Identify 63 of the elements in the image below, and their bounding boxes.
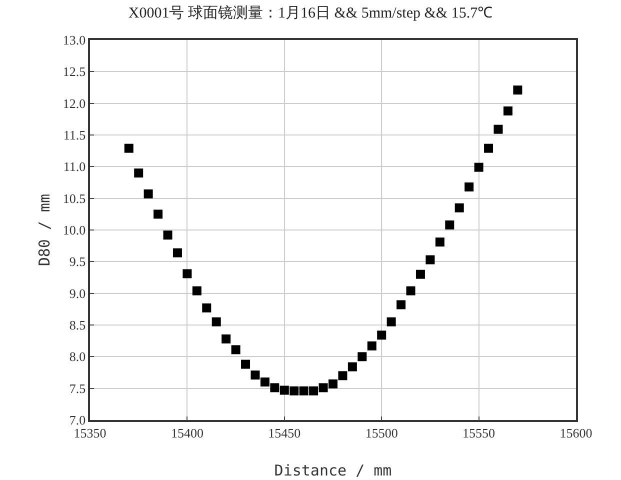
- y-tick-label: 7.5: [69, 380, 86, 396]
- y-tick-label: 9.0: [69, 286, 86, 301]
- x-tick-label: 15450: [268, 425, 301, 440]
- chart-title: X0001号 球面镜测量：1月16日 && 5mm/step && 15.7℃: [128, 4, 493, 22]
- y-tick-label: 11.0: [63, 159, 86, 174]
- y-tick-label: 10.5: [62, 190, 86, 206]
- point: [134, 168, 144, 178]
- point: [260, 378, 270, 386]
- point: [124, 144, 134, 153]
- y-tick-label: 9.5: [69, 254, 86, 270]
- x-tick-label: 15500: [365, 425, 398, 440]
- point: [309, 386, 318, 396]
- point: [241, 360, 250, 369]
- point: [231, 345, 240, 354]
- x-tick-label: 15350: [74, 425, 106, 440]
- point: [290, 386, 299, 396]
- point: [144, 189, 153, 198]
- point: [212, 317, 221, 326]
- point: [426, 255, 435, 264]
- y-tick-label: 12.5: [62, 64, 86, 80]
- point: [386, 317, 396, 326]
- point: [270, 383, 280, 392]
- point: [416, 270, 425, 279]
- point: [328, 379, 338, 388]
- point: [163, 230, 172, 240]
- point: [406, 286, 416, 296]
- point: [358, 352, 367, 362]
- point: [503, 106, 512, 116]
- y-tick-label: 10.0: [62, 222, 86, 238]
- point: [474, 162, 484, 172]
- point: [299, 386, 308, 396]
- point: [192, 286, 202, 296]
- point: [222, 334, 231, 344]
- point: [367, 341, 376, 350]
- y-tick-label: 13.0: [62, 32, 86, 48]
- point: [202, 303, 212, 312]
- point: [464, 182, 474, 192]
- point: [435, 238, 444, 247]
- point: [280, 386, 289, 395]
- point: [154, 210, 163, 219]
- point: [513, 86, 522, 95]
- x-tick-label: 15550: [462, 425, 496, 440]
- x-tick-label: 15400: [170, 425, 204, 440]
- point: [182, 269, 192, 278]
- y-tick-label: 12.0: [62, 96, 86, 111]
- point: [338, 371, 348, 380]
- y-tick-label: 11.5: [63, 128, 86, 143]
- y-axis-title: D80 / mm: [36, 194, 54, 266]
- point: [250, 370, 260, 380]
- point: [484, 144, 494, 153]
- point: [172, 248, 182, 258]
- y-tick-label: 7.0: [69, 412, 86, 428]
- point: [445, 220, 454, 230]
- x-axis-title: Distance / mm: [274, 462, 392, 480]
- point: [348, 362, 357, 372]
- point: [494, 124, 503, 134]
- point: [454, 203, 464, 212]
- point: [377, 330, 386, 340]
- y-tick-label: 8.5: [69, 318, 86, 333]
- point: [318, 383, 328, 392]
- point: [396, 300, 406, 310]
- y-tick-label: 8.0: [69, 349, 86, 364]
- x-tick-label: 15600: [560, 425, 592, 440]
